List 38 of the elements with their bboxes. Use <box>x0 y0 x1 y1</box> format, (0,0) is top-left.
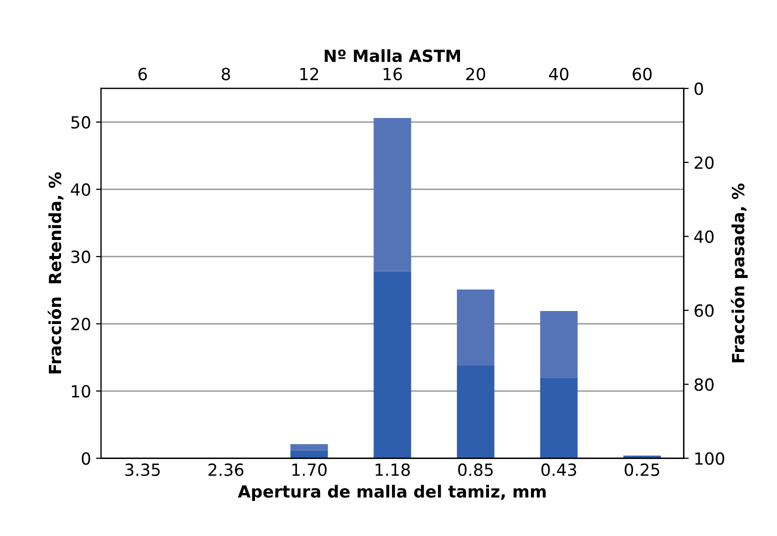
y-tick-label: 10 <box>72 385 90 398</box>
x-tick-label: 0.85 <box>458 463 493 476</box>
text: 12 <box>300 68 318 80</box>
y-axis-title: Fracción Retenida, % <box>48 172 64 374</box>
y2-tick-label: 20 <box>694 156 714 169</box>
y2-tick-label: 100 <box>695 452 724 465</box>
y2-tick-label: 0 <box>694 82 703 96</box>
text: 20 <box>466 68 486 80</box>
text: 6 <box>138 68 147 80</box>
y-tick-label: 0 <box>82 452 90 465</box>
y-tick-label: 20 <box>71 318 90 330</box>
bar <box>374 271 412 458</box>
x-tick-label: 1.18 <box>376 463 410 476</box>
y2-tick-label: 60 <box>694 304 714 317</box>
x-tick-label: 0.25 <box>624 463 660 476</box>
x2-axis-title: Nº Malla ASTM <box>324 49 460 62</box>
text: 40 <box>549 68 568 80</box>
y2-tick-label: 80 <box>694 378 714 391</box>
bar <box>374 118 412 272</box>
y-tick-label: 30 <box>71 250 90 264</box>
x-tick-label: 0.43 <box>541 463 576 476</box>
x-tick-label: 2.36 <box>208 463 244 476</box>
bar <box>290 444 328 450</box>
x-tick-label: 3.35 <box>125 463 160 476</box>
bar <box>456 365 494 458</box>
y2-axis-title: Fracción pasada, % <box>730 184 748 362</box>
y2-tick-label: 40 <box>694 230 714 243</box>
x-tick-label: 1.70 <box>292 463 327 476</box>
bar <box>540 378 578 458</box>
text: 8 <box>222 68 230 80</box>
bar <box>456 290 494 366</box>
bar <box>290 450 328 458</box>
text: 16 <box>384 68 402 80</box>
y-tick-label: 50 <box>71 116 90 129</box>
y-tick-label: 40 <box>70 183 90 196</box>
text: 60 <box>632 68 652 80</box>
bar <box>540 311 578 378</box>
x-axis-title: Apertura de malla del tamiz, mm <box>238 484 546 501</box>
